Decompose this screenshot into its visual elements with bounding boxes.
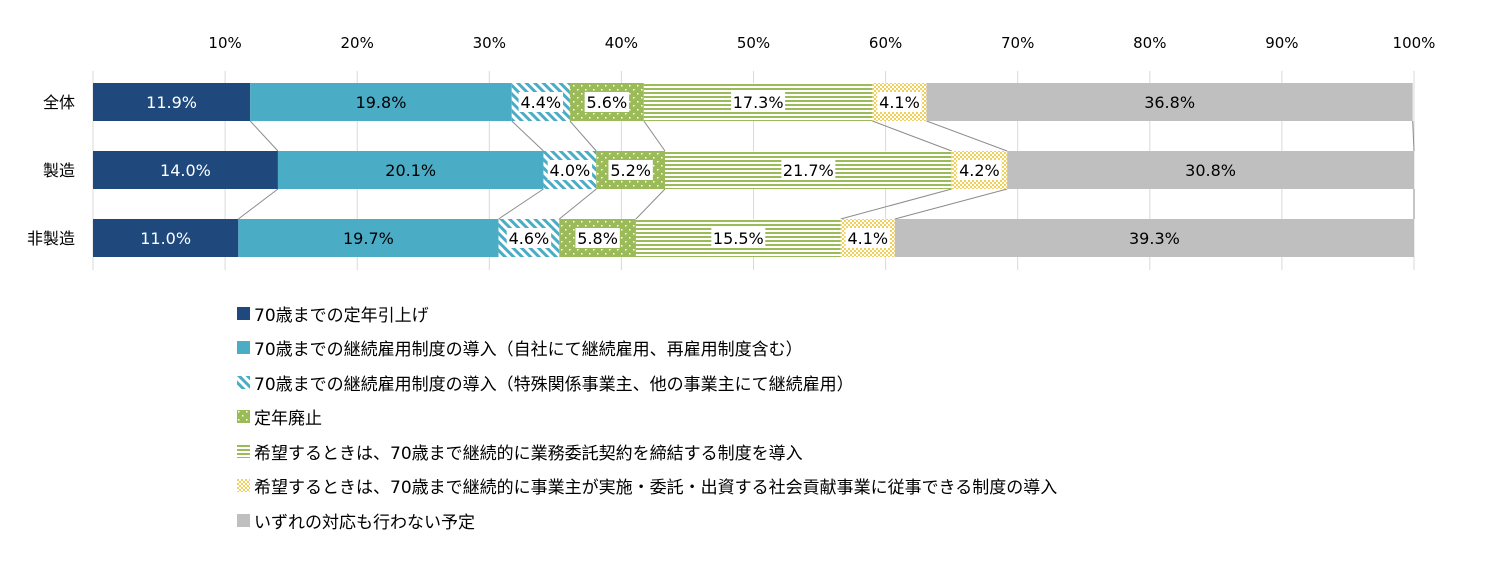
data-label-background	[584, 92, 630, 112]
category-label: 製造	[43, 161, 75, 180]
series-connector	[872, 120, 952, 152]
data-label: 4.2%	[959, 161, 1000, 180]
series-connector	[558, 188, 597, 220]
series-connector	[1412, 120, 1415, 152]
series-connector	[840, 188, 952, 220]
bar-segment	[1007, 151, 1414, 189]
data-label: 4.1%	[847, 229, 888, 248]
data-label: 21.7%	[783, 161, 834, 180]
x-tick-label: 30%	[473, 34, 506, 52]
legend-swatch	[237, 410, 250, 424]
data-label: 14.0%	[160, 161, 211, 180]
legend-item: 希望するときは、70歳まで継続的に事業主が実施・委託・出資する社会貢献事業に従事…	[237, 469, 1057, 504]
series-connector	[635, 188, 666, 220]
legend-item: 70歳までの継続雇用制度の導入（特殊関係事業主、他の事業主にて継続雇用）	[237, 365, 1057, 400]
x-tick-label: 60%	[869, 34, 902, 52]
legend-label: 定年廃止	[254, 409, 322, 430]
data-label-background	[547, 160, 593, 180]
legend-swatch	[237, 479, 250, 493]
x-axis-ticks: 10% 20% 30% 40% 50% 60% 70% 80% 90% 100%	[208, 34, 1435, 52]
series-connector	[238, 188, 279, 220]
data-label-background	[731, 92, 786, 112]
legend-label: 希望するときは、70歳まで継続的に業務委託契約を締結する制度を導入	[254, 443, 803, 464]
data-label: 15.5%	[713, 229, 764, 248]
data-label: 5.2%	[610, 161, 651, 180]
x-tick-label: 40%	[605, 34, 638, 52]
data-label-background	[518, 92, 564, 112]
bar-segment	[93, 83, 251, 121]
data-label-background	[877, 92, 922, 112]
data-label: 17.3%	[733, 93, 784, 112]
series-connector	[569, 120, 597, 152]
data-label-background	[957, 160, 1002, 180]
series-connector	[249, 120, 279, 152]
series-connector-lines	[238, 120, 1415, 220]
bar-segment	[93, 151, 278, 189]
data-label: 39.3%	[1129, 229, 1180, 248]
bar-segment	[926, 83, 1413, 121]
legend-label: 希望するときは、70歳まで継続的に事業主が実施・委託・出資する社会貢献事業に従事…	[254, 478, 1058, 499]
series-connector	[894, 188, 1008, 220]
legend-item: 定年廃止	[237, 400, 1057, 435]
legend-label: 70歳までの定年引上げ	[254, 305, 429, 326]
data-label: 5.6%	[587, 93, 628, 112]
data-label: 11.0%	[140, 229, 191, 248]
x-tick-label: 100%	[1393, 34, 1436, 52]
data-labels: 11.9% 19.8% 4.4% 5.6% 17.3% 4.1% 36.8% 14.0% 20.…	[140, 92, 1236, 248]
legend-item: 希望するときは、70歳まで継続的に業務委託契約を締結する制度を導入	[237, 434, 1057, 469]
legend-swatch	[237, 306, 250, 320]
data-label-background	[781, 160, 836, 180]
legend-label: 70歳までの継続雇用制度の導入（自社にて継続雇用、再雇用制度含む）	[254, 340, 803, 361]
series-connector	[926, 120, 1008, 152]
data-label: 11.9%	[146, 93, 197, 112]
series-connector	[511, 120, 544, 152]
x-tick-label: 20%	[341, 34, 374, 52]
category-label: 全体	[43, 93, 75, 112]
legend-label: いずれの対応も行わない予定	[254, 512, 475, 533]
data-label-background	[575, 228, 620, 248]
legend-item: いずれの対応も行わない予定	[237, 503, 1057, 538]
category-label: 非製造	[27, 229, 75, 248]
x-tick-label: 80%	[1133, 34, 1166, 52]
data-label: 20.1%	[385, 161, 436, 180]
series-connector	[498, 188, 544, 220]
bar-segment	[93, 219, 239, 257]
data-label-background	[506, 228, 552, 248]
stacked-bar-chart: 10% 20% 30% 40% 50% 60% 70% 80% 90% 100% 11.9% 19.…	[27, 34, 1435, 270]
data-label-background	[711, 228, 766, 248]
legend-label: 70歳までの継続雇用制度の導入（特殊関係事業主、他の事業主にて継続雇用）	[254, 374, 854, 395]
data-label: 19.7%	[343, 229, 394, 248]
legend-swatch	[237, 513, 250, 527]
bar-segment	[277, 151, 544, 189]
bar-segment	[238, 219, 499, 257]
data-label: 4.1%	[879, 93, 920, 112]
bar-segment	[250, 83, 512, 121]
data-label: 4.6%	[509, 229, 550, 248]
legend: 70歳までの定年引上げ 70歳までの継続雇用制度の導入（自社にて継続雇用、再雇用制…	[237, 296, 1057, 538]
data-label: 19.8%	[356, 93, 407, 112]
data-label: 36.8%	[1144, 93, 1195, 112]
data-label: 5.8%	[577, 229, 618, 248]
x-tick-label: 90%	[1265, 34, 1298, 52]
legend-swatch	[237, 444, 250, 458]
data-label-background	[845, 228, 890, 248]
data-label: 4.0%	[550, 161, 591, 180]
x-tick-label: 70%	[1001, 34, 1034, 52]
series-connector	[643, 120, 666, 152]
bar-segment	[894, 219, 1414, 257]
legend-swatch	[237, 341, 250, 355]
x-tick-label: 10%	[208, 34, 241, 52]
data-label: 4.4%	[520, 93, 561, 112]
legend-item: 70歳までの定年引上げ	[237, 296, 1057, 331]
data-label: 30.8%	[1185, 161, 1236, 180]
legend-swatch	[237, 375, 250, 389]
data-label-background	[608, 160, 653, 180]
x-tick-label: 50%	[737, 34, 770, 52]
legend-item: 70歳までの継続雇用制度の導入（自社にて継続雇用、再雇用制度含む）	[237, 331, 1057, 366]
